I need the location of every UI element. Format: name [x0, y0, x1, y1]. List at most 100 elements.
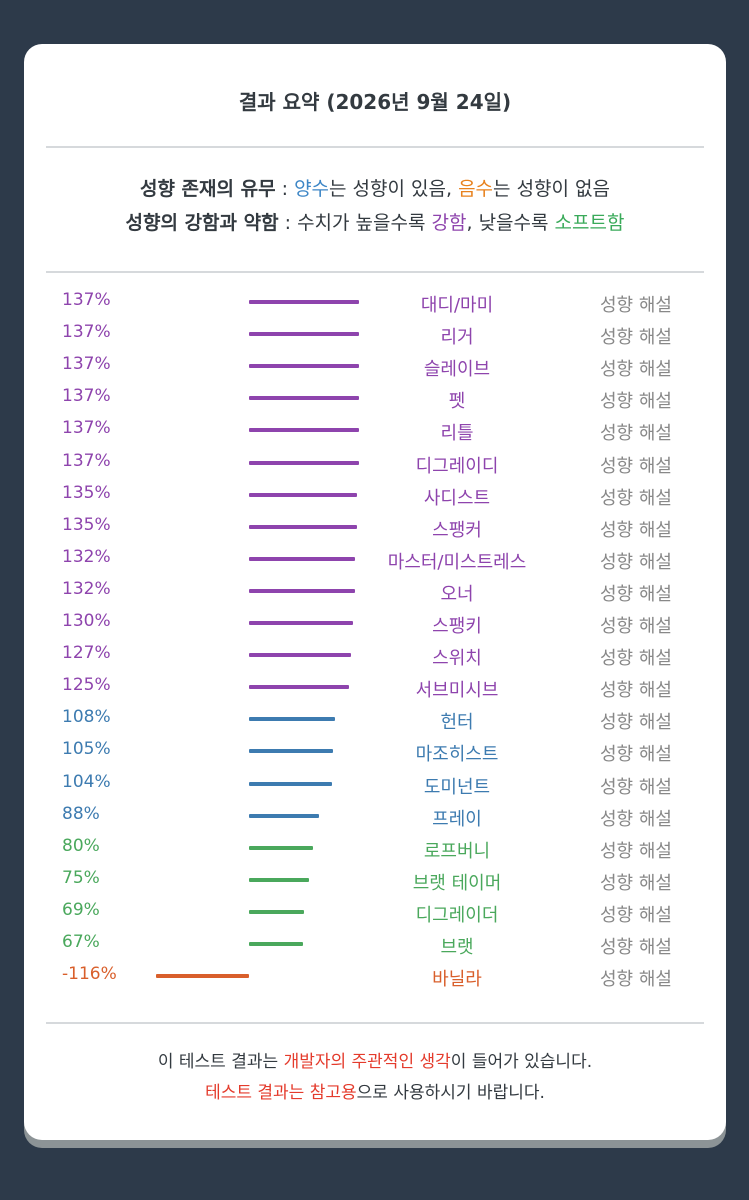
type-name: 리틀	[440, 423, 474, 445]
explain-link[interactable]: 성향 해설	[600, 744, 672, 766]
footer-1-post: 이 들어가 있습니다.	[450, 1052, 593, 1072]
percent-label: 88%	[62, 803, 100, 824]
explain-link[interactable]: 성향 해설	[600, 712, 672, 734]
legend-strong-word: 강함	[431, 212, 467, 234]
legend-positive-word: 양수	[294, 178, 330, 200]
explain-link[interactable]: 성향 해설	[600, 519, 672, 541]
explain-link[interactable]: 성향 해설	[600, 327, 672, 349]
explain-link[interactable]: 성향 해설	[600, 391, 672, 413]
percent-label: 132%	[62, 578, 111, 599]
result-bar	[249, 588, 355, 593]
legend-strength-mid: , 낮을수록	[466, 212, 555, 234]
percent-label: 137%	[62, 354, 111, 375]
type-name: 서브미시브	[415, 680, 499, 702]
result-row: 137% 대디/마미 성향 해설	[24, 288, 726, 320]
percent-label: -116%	[62, 964, 117, 985]
legend-sep: :	[275, 178, 295, 200]
explain-link[interactable]: 성향 해설	[600, 648, 672, 670]
explain-link[interactable]: 성향 해설	[600, 551, 672, 573]
footer-disclaimer-2: 테스트 결과는 참고용으로 사용하시기 바랍니다.	[24, 1078, 726, 1103]
percent-label: 104%	[62, 771, 111, 792]
result-bar	[249, 332, 359, 337]
result-bar	[249, 556, 355, 561]
explain-link[interactable]: 성향 해설	[600, 359, 672, 381]
percent-label: 137%	[62, 290, 111, 310]
percent-label: 80%	[62, 835, 100, 856]
explain-link[interactable]: 성향 해설	[600, 808, 672, 830]
explain-link[interactable]: 성향 해설	[600, 969, 672, 991]
percent-label: 137%	[62, 386, 111, 407]
result-row: 137% 슬레이브 성향 해설	[24, 352, 726, 384]
percent-label: 105%	[62, 739, 111, 760]
result-row: 80% 로프버니 성향 해설	[24, 834, 726, 866]
explain-link[interactable]: 성향 해설	[600, 840, 672, 862]
result-row: 104% 도미넌트 성향 해설	[24, 770, 726, 802]
result-bar	[249, 492, 357, 497]
type-name: 헌터	[440, 712, 474, 734]
result-row: 125% 서브미시브 성향 해설	[24, 673, 726, 705]
explain-link[interactable]: 성향 해설	[600, 872, 672, 894]
result-bar	[249, 685, 349, 690]
result-bar	[249, 621, 353, 625]
result-card: 결과 요약 (2026년 9월 24일) 성향 존재의 유무 : 양수는 성향이…	[24, 44, 726, 1140]
type-name: 스팽커	[432, 519, 482, 541]
percent-label: 69%	[62, 899, 100, 920]
percent-label: 108%	[62, 707, 111, 728]
footer-disclaimer-1: 이 테스트 결과는 개발자의 주관적인 생각이 들어가 있습니다.	[24, 1047, 726, 1072]
result-row: 67% 브랫 성향 해설	[24, 930, 726, 962]
explain-link[interactable]: 성향 해설	[600, 583, 672, 605]
type-name: 프레이	[432, 808, 482, 830]
percent-label: 125%	[62, 675, 111, 696]
type-name: 디그레이더	[415, 904, 499, 926]
explain-link[interactable]: 성향 해설	[600, 487, 672, 509]
result-bar	[249, 749, 333, 754]
page-title: 결과 요약 (2026년 9월 24일)	[238, 90, 512, 114]
explain-link[interactable]: 성향 해설	[600, 295, 672, 316]
result-bar	[249, 717, 336, 722]
result-bar	[249, 396, 359, 401]
legend-sep: :	[278, 212, 298, 234]
explain-link[interactable]: 성향 해설	[600, 937, 672, 958]
footer-1-highlight: 개발자의 주관적인 생각	[283, 1052, 451, 1072]
result-bar	[249, 524, 357, 529]
percent-label: 127%	[62, 643, 111, 664]
result-row: 137% 디그레이디 성향 해설	[24, 449, 726, 481]
legend-strength-label: 성향의 강함과 약함	[125, 212, 279, 234]
footer-2-highlight: 테스트 결과는 참고용	[205, 1083, 357, 1103]
legend-strength-pre: 수치가 높을수록	[297, 212, 432, 234]
type-name: 펫	[448, 391, 466, 413]
percent-label: 137%	[62, 322, 111, 343]
explain-link[interactable]: 성향 해설	[600, 776, 672, 798]
type-name: 도미넌트	[423, 776, 491, 798]
result-row: 130% 스팽키 성향 해설	[24, 609, 726, 641]
percent-label: 67%	[62, 932, 100, 952]
explain-link[interactable]: 성향 해설	[600, 423, 672, 445]
type-name: 스팽키	[432, 616, 482, 637]
type-name: 로프버니	[423, 840, 491, 862]
result-bar	[156, 974, 249, 979]
type-name: 디그레이디	[415, 455, 499, 477]
explain-link[interactable]: 성향 해설	[600, 616, 672, 637]
result-row: 132% 마스터/미스트레스 성향 해설	[24, 545, 726, 577]
result-row: 137% 리틀 성향 해설	[24, 416, 726, 448]
percent-label: 137%	[62, 418, 111, 439]
result-bar	[249, 300, 359, 304]
explain-link[interactable]: 성향 해설	[600, 680, 672, 702]
explain-link[interactable]: 성향 해설	[600, 455, 672, 477]
result-row: 75% 브랫 테이머 성향 해설	[24, 866, 726, 898]
type-name: 브랫 테이머	[412, 872, 502, 894]
explain-link[interactable]: 성향 해설	[600, 904, 672, 926]
type-name: 오너	[440, 583, 474, 605]
type-name: 사디스트	[423, 487, 491, 509]
result-bar	[249, 877, 309, 882]
footer-2-post: 으로 사용하시기 바랍니다.	[356, 1083, 545, 1103]
type-name: 대디/마미	[420, 295, 494, 316]
result-row: -116% 바닐라 성향 해설	[24, 962, 726, 994]
legend-negative-word: 음수	[458, 178, 494, 200]
type-name: 리거	[440, 327, 474, 349]
result-bar	[249, 653, 351, 658]
result-row: 108% 헌터 성향 해설	[24, 705, 726, 737]
percent-label: 75%	[62, 867, 100, 888]
result-row: 69% 디그레이더 성향 해설	[24, 898, 726, 930]
result-row: 135% 사디스트 성향 해설	[24, 481, 726, 513]
